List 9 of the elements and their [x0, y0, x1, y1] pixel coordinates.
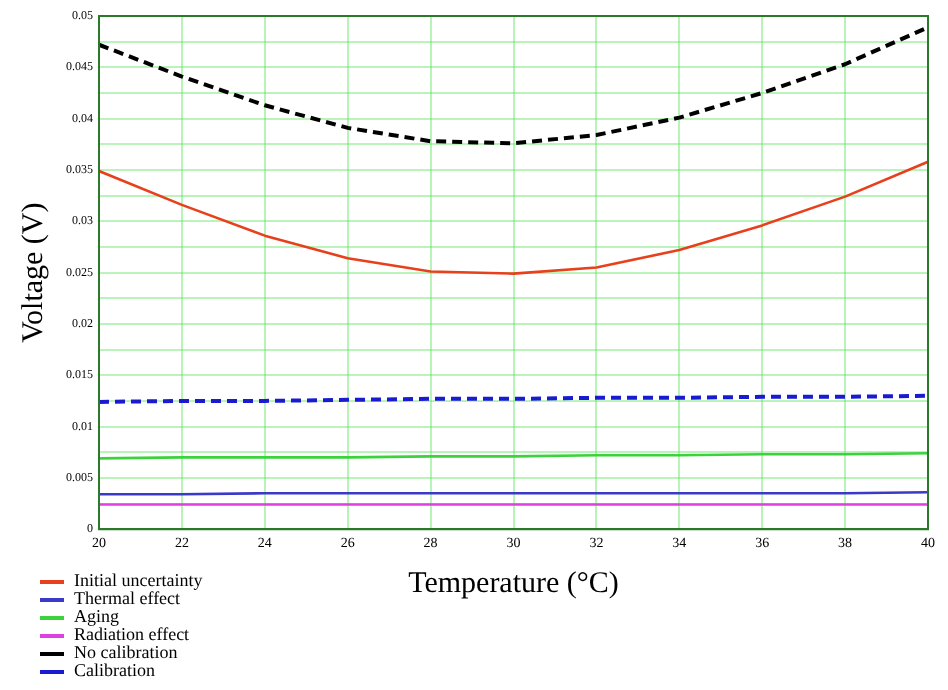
legend-label: No calibration: [74, 642, 178, 662]
x-axis-title: Temperature (°C): [408, 567, 619, 600]
line-series: [99, 25, 928, 146]
legend-label: Thermal effect: [74, 588, 181, 608]
y-axis-title: Voltage (V): [17, 202, 50, 343]
legend-label: Initial uncertainty: [74, 570, 203, 590]
legend-label: Aging: [74, 606, 119, 626]
legend-label: Radiation effect: [74, 624, 190, 644]
legend-label: Calibration: [74, 660, 155, 680]
